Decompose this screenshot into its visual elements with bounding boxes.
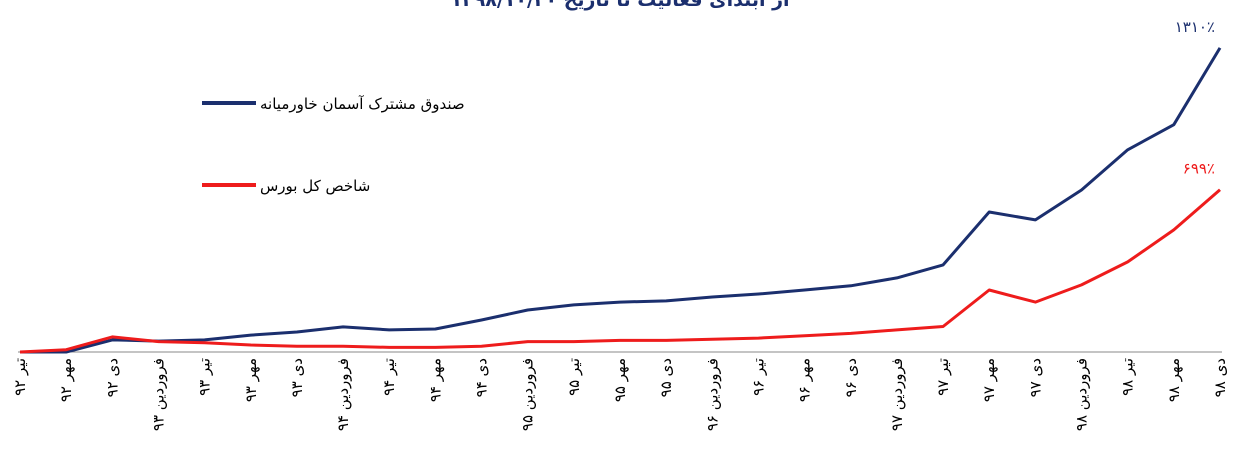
value-label: ۶۹۹٪ xyxy=(1183,160,1215,178)
x-tick-label: تیر ۹۷ xyxy=(934,358,952,396)
x-tick-label: فروردین ۹۷ xyxy=(888,358,906,431)
x-tick-label: دی ۹۴ xyxy=(473,358,491,397)
x-tick-label: مهر ۹۸ xyxy=(1165,358,1183,402)
x-tick-label: دی ۹۷ xyxy=(1026,358,1044,397)
x-tick-label: فروردین ۹۸ xyxy=(1073,358,1091,431)
x-tick-label: مهر ۹۲ xyxy=(57,358,75,402)
x-tick-label: مهر ۹۶ xyxy=(796,358,814,402)
x-tick-label: تیر ۹۶ xyxy=(749,358,767,396)
x-tick-label: تیر ۹۳ xyxy=(196,358,214,396)
x-tick-label: دی ۹۸ xyxy=(1211,358,1229,397)
legend-label: صندوق مشترک آسمان خاورمیانه xyxy=(260,95,465,113)
x-tick-label: مهر ۹۳ xyxy=(242,358,260,402)
x-tick-label: دی ۹۶ xyxy=(842,358,860,397)
x-tick-label: فروردین ۹۳ xyxy=(149,358,167,431)
x-tick-label: تیر ۹۲ xyxy=(11,358,29,396)
x-tick-label: دی ۹۵ xyxy=(657,358,675,397)
value-label: ۱۳۱۰٪ xyxy=(1175,18,1215,36)
chart-title: از ابتدای فعالیت تا تاریخ ۱۳۹۸/۱۰/۲۰ xyxy=(450,0,789,11)
x-tick-label: مهر ۹۷ xyxy=(980,358,998,402)
x-tick-label: تیر ۹۸ xyxy=(1119,358,1137,396)
series-line xyxy=(19,188,1221,354)
x-tick-label: فروردین ۹۶ xyxy=(703,358,721,431)
x-tick-label: مهر ۹۵ xyxy=(611,358,629,402)
x-tick-label: مهر ۹۴ xyxy=(426,358,444,402)
x-tick-label: فروردین ۹۵ xyxy=(519,358,537,431)
x-tick-label: دی ۹۳ xyxy=(288,358,306,397)
x-tick-label: تیر ۹۵ xyxy=(565,358,583,396)
series-line xyxy=(20,47,1222,354)
x-tick-label: تیر ۹۴ xyxy=(380,358,398,396)
legend-label: شاخص کل بورس xyxy=(260,177,370,195)
x-tick-label: دی ۹۲ xyxy=(103,358,121,397)
x-tick-label: فروردین ۹۴ xyxy=(334,358,352,431)
